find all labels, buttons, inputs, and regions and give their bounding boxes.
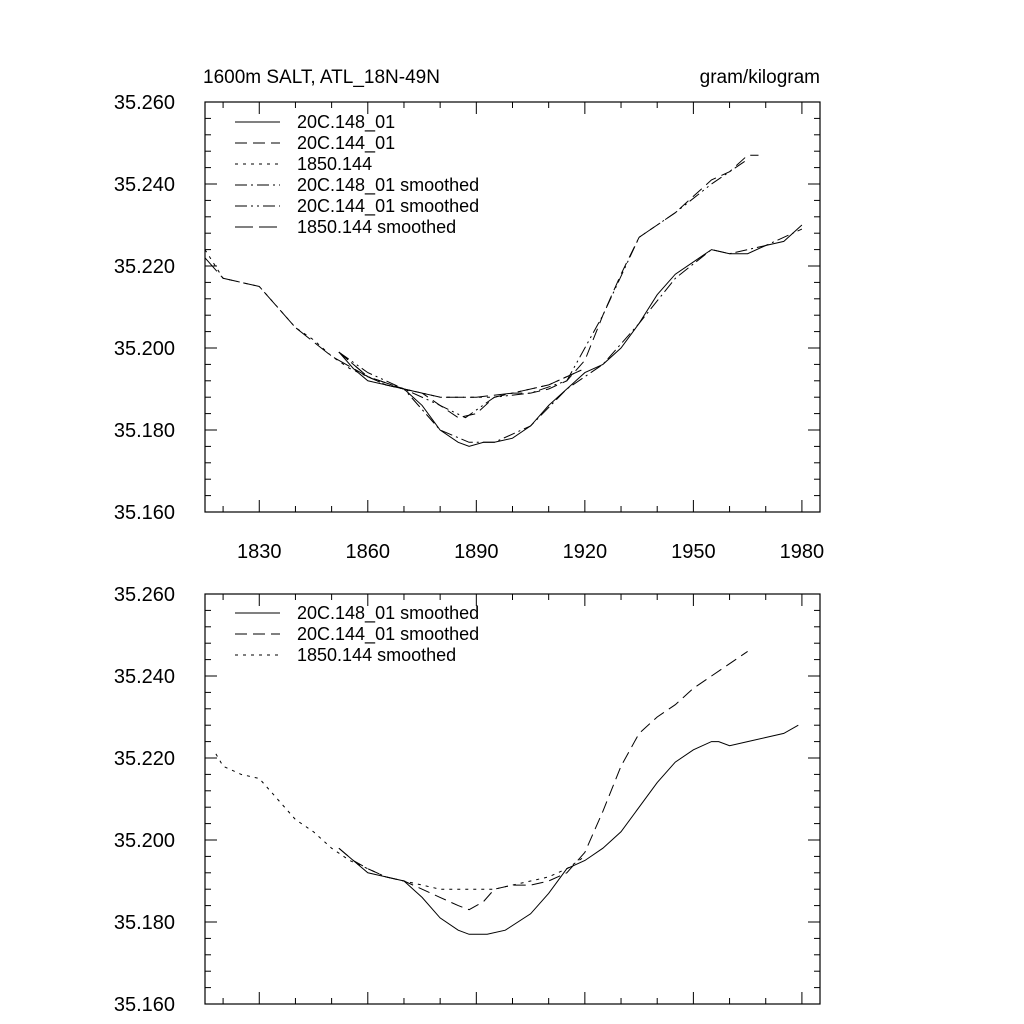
series-line-1850-144-smoothed: [204, 257, 586, 398]
y-tick-label: 35.200: [114, 338, 175, 360]
legend-label: 1850.144 smoothed: [297, 645, 456, 665]
series-line-20c-148-01-smoothed: [338, 724, 799, 935]
chart-title: 1600m SALT, ATL_18N-49N: [203, 67, 440, 88]
legend-label: 20C.144_01 smoothed: [297, 196, 479, 217]
x-tick-label: 1830: [237, 541, 282, 563]
x-tick-label: 1980: [780, 541, 825, 563]
chart-panel-2: 35.260 35.240 35.220 35.200 35.180 35.160 20C.…: [114, 584, 821, 1016]
legend-label: 20C.148_01 smoothed: [297, 603, 479, 624]
units-label: gram/kilogram: [700, 67, 820, 88]
y-tick-label: 35.200: [114, 830, 175, 852]
y-tick-label: 35.220: [114, 748, 175, 770]
y-tick-label: 35.260: [114, 92, 175, 114]
series-line-1850-144: [204, 249, 586, 398]
y-tick-label: 35.260: [114, 584, 175, 606]
x-tick-label: 1860: [346, 541, 391, 563]
x-tick-label: 1890: [454, 541, 499, 563]
series-line-1850-144-smoothed: [215, 753, 586, 890]
y-tick-label: 35.240: [114, 174, 175, 196]
y-tick-label: 35.180: [114, 420, 175, 442]
y-tick-label: 35.240: [114, 666, 175, 688]
x-tick-label: 1950: [671, 541, 716, 563]
legend-label: 1850.144: [297, 154, 372, 174]
chart-panel-1: 35.260 35.240 35.220 35.200 35.180 35.160 1830…: [114, 67, 824, 563]
legend-label: 20C.144_01: [297, 133, 395, 154]
legend-label: 20C.148_01: [297, 112, 395, 133]
series-line-20c-144-01-smoothed: [338, 650, 748, 911]
x-tick-label: 1920: [563, 541, 608, 563]
legend-label: 20C.148_01 smoothed: [297, 175, 479, 196]
legend-label: 20C.144_01 smoothed: [297, 624, 479, 645]
y-tick-label: 35.160: [114, 994, 175, 1016]
y-tick-label: 35.180: [114, 912, 175, 934]
y-tick-label: 35.220: [114, 256, 175, 278]
series-line-20c-148-01: [338, 224, 803, 447]
series-line-20c-148-01-smoothed: [338, 228, 803, 443]
y-tick-label: 35.160: [114, 502, 175, 524]
series-line-20c-144-01-smoothed: [338, 158, 748, 419]
legend-label: 1850.144 smoothed: [297, 217, 456, 237]
